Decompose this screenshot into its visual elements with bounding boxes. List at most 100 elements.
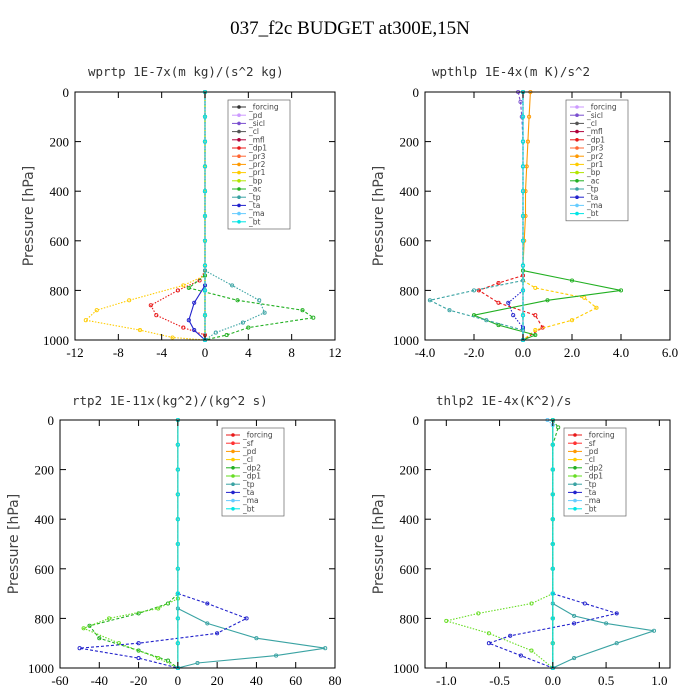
data-point-tp bbox=[240, 320, 245, 325]
data-point-ta bbox=[192, 300, 197, 305]
data-point-bt bbox=[175, 591, 180, 596]
x-tick-label: -4.0 bbox=[415, 345, 436, 360]
data-point-pr2 bbox=[524, 164, 529, 169]
legend-marker-tp bbox=[237, 195, 241, 199]
data-point-bt bbox=[175, 616, 180, 621]
data-point-dp1 bbox=[486, 631, 491, 636]
data-point-bt bbox=[202, 313, 208, 318]
data-point-pr1 bbox=[181, 283, 186, 288]
y-tick-label: 600 bbox=[400, 234, 420, 249]
x-tick-label: 12 bbox=[329, 345, 342, 360]
data-point-bt bbox=[550, 541, 555, 547]
data-point-pr1 bbox=[94, 308, 99, 313]
plot-frame bbox=[59, 419, 336, 669]
y-tick-label: 1000 bbox=[43, 333, 69, 348]
data-point-dp1 bbox=[116, 641, 121, 646]
legend-label-sf: _sf bbox=[584, 439, 596, 448]
x-tick-label: 0.5 bbox=[598, 673, 614, 688]
panel-title-wpthlp: wpthlp 1E-4x(m K)/s^2 bbox=[432, 64, 591, 79]
data-point-ta bbox=[136, 641, 141, 646]
data-point-tp bbox=[484, 318, 489, 323]
data-point-tp bbox=[447, 308, 452, 313]
legend-label-bp: _bp bbox=[586, 168, 601, 177]
data-point-ta bbox=[244, 616, 249, 621]
series-line-ta bbox=[79, 593, 248, 669]
legend-marker-ta bbox=[231, 490, 235, 495]
x-tick-label: -20 bbox=[130, 673, 147, 688]
legend-marker-ta bbox=[573, 490, 577, 495]
data-point-ac bbox=[533, 332, 538, 338]
data-point-ac bbox=[224, 332, 229, 338]
legend-marker-pr3 bbox=[237, 154, 241, 158]
data-point-bt bbox=[175, 541, 180, 547]
legend-label-pr1: _pr1 bbox=[248, 168, 266, 177]
data-point-dp1 bbox=[476, 288, 481, 293]
data-point-ta bbox=[192, 328, 197, 333]
legend-label-cl: _cl bbox=[242, 455, 253, 464]
legend-marker-forcing bbox=[231, 433, 235, 437]
data-point-bt bbox=[550, 442, 555, 447]
y-tick-label: 600 bbox=[35, 562, 55, 577]
series-line-ta bbox=[507, 289, 524, 340]
data-point-ac bbox=[186, 285, 191, 290]
data-point-ta bbox=[77, 646, 82, 651]
x-tick-label: 6.0 bbox=[662, 345, 678, 360]
legend-marker-pr1 bbox=[237, 170, 241, 175]
data-point-ta bbox=[215, 631, 220, 636]
legend-label-ta: _ta bbox=[248, 201, 260, 210]
plot-frame bbox=[424, 91, 671, 341]
x-tick-label: 0.0 bbox=[545, 673, 561, 688]
legend-marker-cl bbox=[573, 457, 577, 462]
data-point-sicl bbox=[518, 99, 523, 104]
data-point-bt bbox=[550, 641, 555, 646]
x-tick-label: 20 bbox=[211, 673, 224, 688]
legend-label-dp1: _dp1 bbox=[242, 472, 261, 481]
series-line-ac bbox=[187, 275, 315, 341]
data-point-bt bbox=[520, 263, 526, 268]
legend-marker-forcing bbox=[575, 105, 579, 109]
legend-label-dp1: _dp1 bbox=[586, 135, 605, 144]
y-axis-label: Pressure [hPa] bbox=[6, 494, 22, 594]
y-tick-label: 400 bbox=[400, 512, 420, 527]
legend-marker-pd bbox=[237, 113, 241, 117]
data-point-pr1 bbox=[170, 335, 175, 340]
y-tick-label: 0 bbox=[413, 85, 420, 100]
data-point-bt bbox=[550, 566, 555, 571]
data-point-bt bbox=[520, 238, 526, 243]
series-line-tp bbox=[177, 608, 326, 669]
series-line-tp bbox=[204, 270, 266, 341]
data-point-tp bbox=[604, 621, 609, 626]
y-tick-label: 200 bbox=[35, 463, 55, 478]
data-point-tp bbox=[651, 628, 657, 633]
y-tick-label: 200 bbox=[400, 135, 420, 150]
legend-label-ac: _ac bbox=[248, 185, 261, 194]
legend-label-tp: _tp bbox=[584, 480, 597, 489]
legend-marker-bp bbox=[237, 179, 241, 183]
legend-label-ma: _ma bbox=[248, 209, 265, 218]
legend-marker-pr3 bbox=[575, 146, 579, 150]
y-tick-label: 1000 bbox=[393, 661, 419, 676]
data-point-bt bbox=[175, 467, 180, 472]
series-line-dp2 bbox=[552, 419, 559, 668]
data-point-pr1 bbox=[582, 295, 587, 300]
y-tick-label: 600 bbox=[50, 234, 70, 249]
legend-label-pr3: _pr3 bbox=[248, 152, 266, 161]
legend-label-dp2: _dp2 bbox=[242, 463, 261, 472]
legend-label-cl: _cl bbox=[586, 119, 597, 128]
legend-marker-dp2 bbox=[573, 466, 577, 470]
legend-marker-ma bbox=[573, 498, 577, 503]
legend-label-pd: _pd bbox=[248, 111, 263, 120]
x-tick-label: -0.5 bbox=[489, 673, 510, 688]
data-point-dp2 bbox=[165, 601, 171, 606]
data-point-bt bbox=[202, 213, 208, 219]
data-point-bt bbox=[202, 263, 208, 268]
data-point-bt bbox=[175, 641, 180, 646]
data-point-ta bbox=[136, 656, 141, 661]
data-point-pr1 bbox=[594, 305, 599, 310]
legend-label-cl: _cl bbox=[584, 455, 595, 464]
series-line-dp1 bbox=[82, 598, 179, 669]
legend-marker-ta bbox=[237, 203, 241, 208]
legend-marker-cl bbox=[237, 129, 241, 134]
data-point-bt bbox=[202, 238, 208, 243]
data-point-bt bbox=[202, 164, 208, 169]
